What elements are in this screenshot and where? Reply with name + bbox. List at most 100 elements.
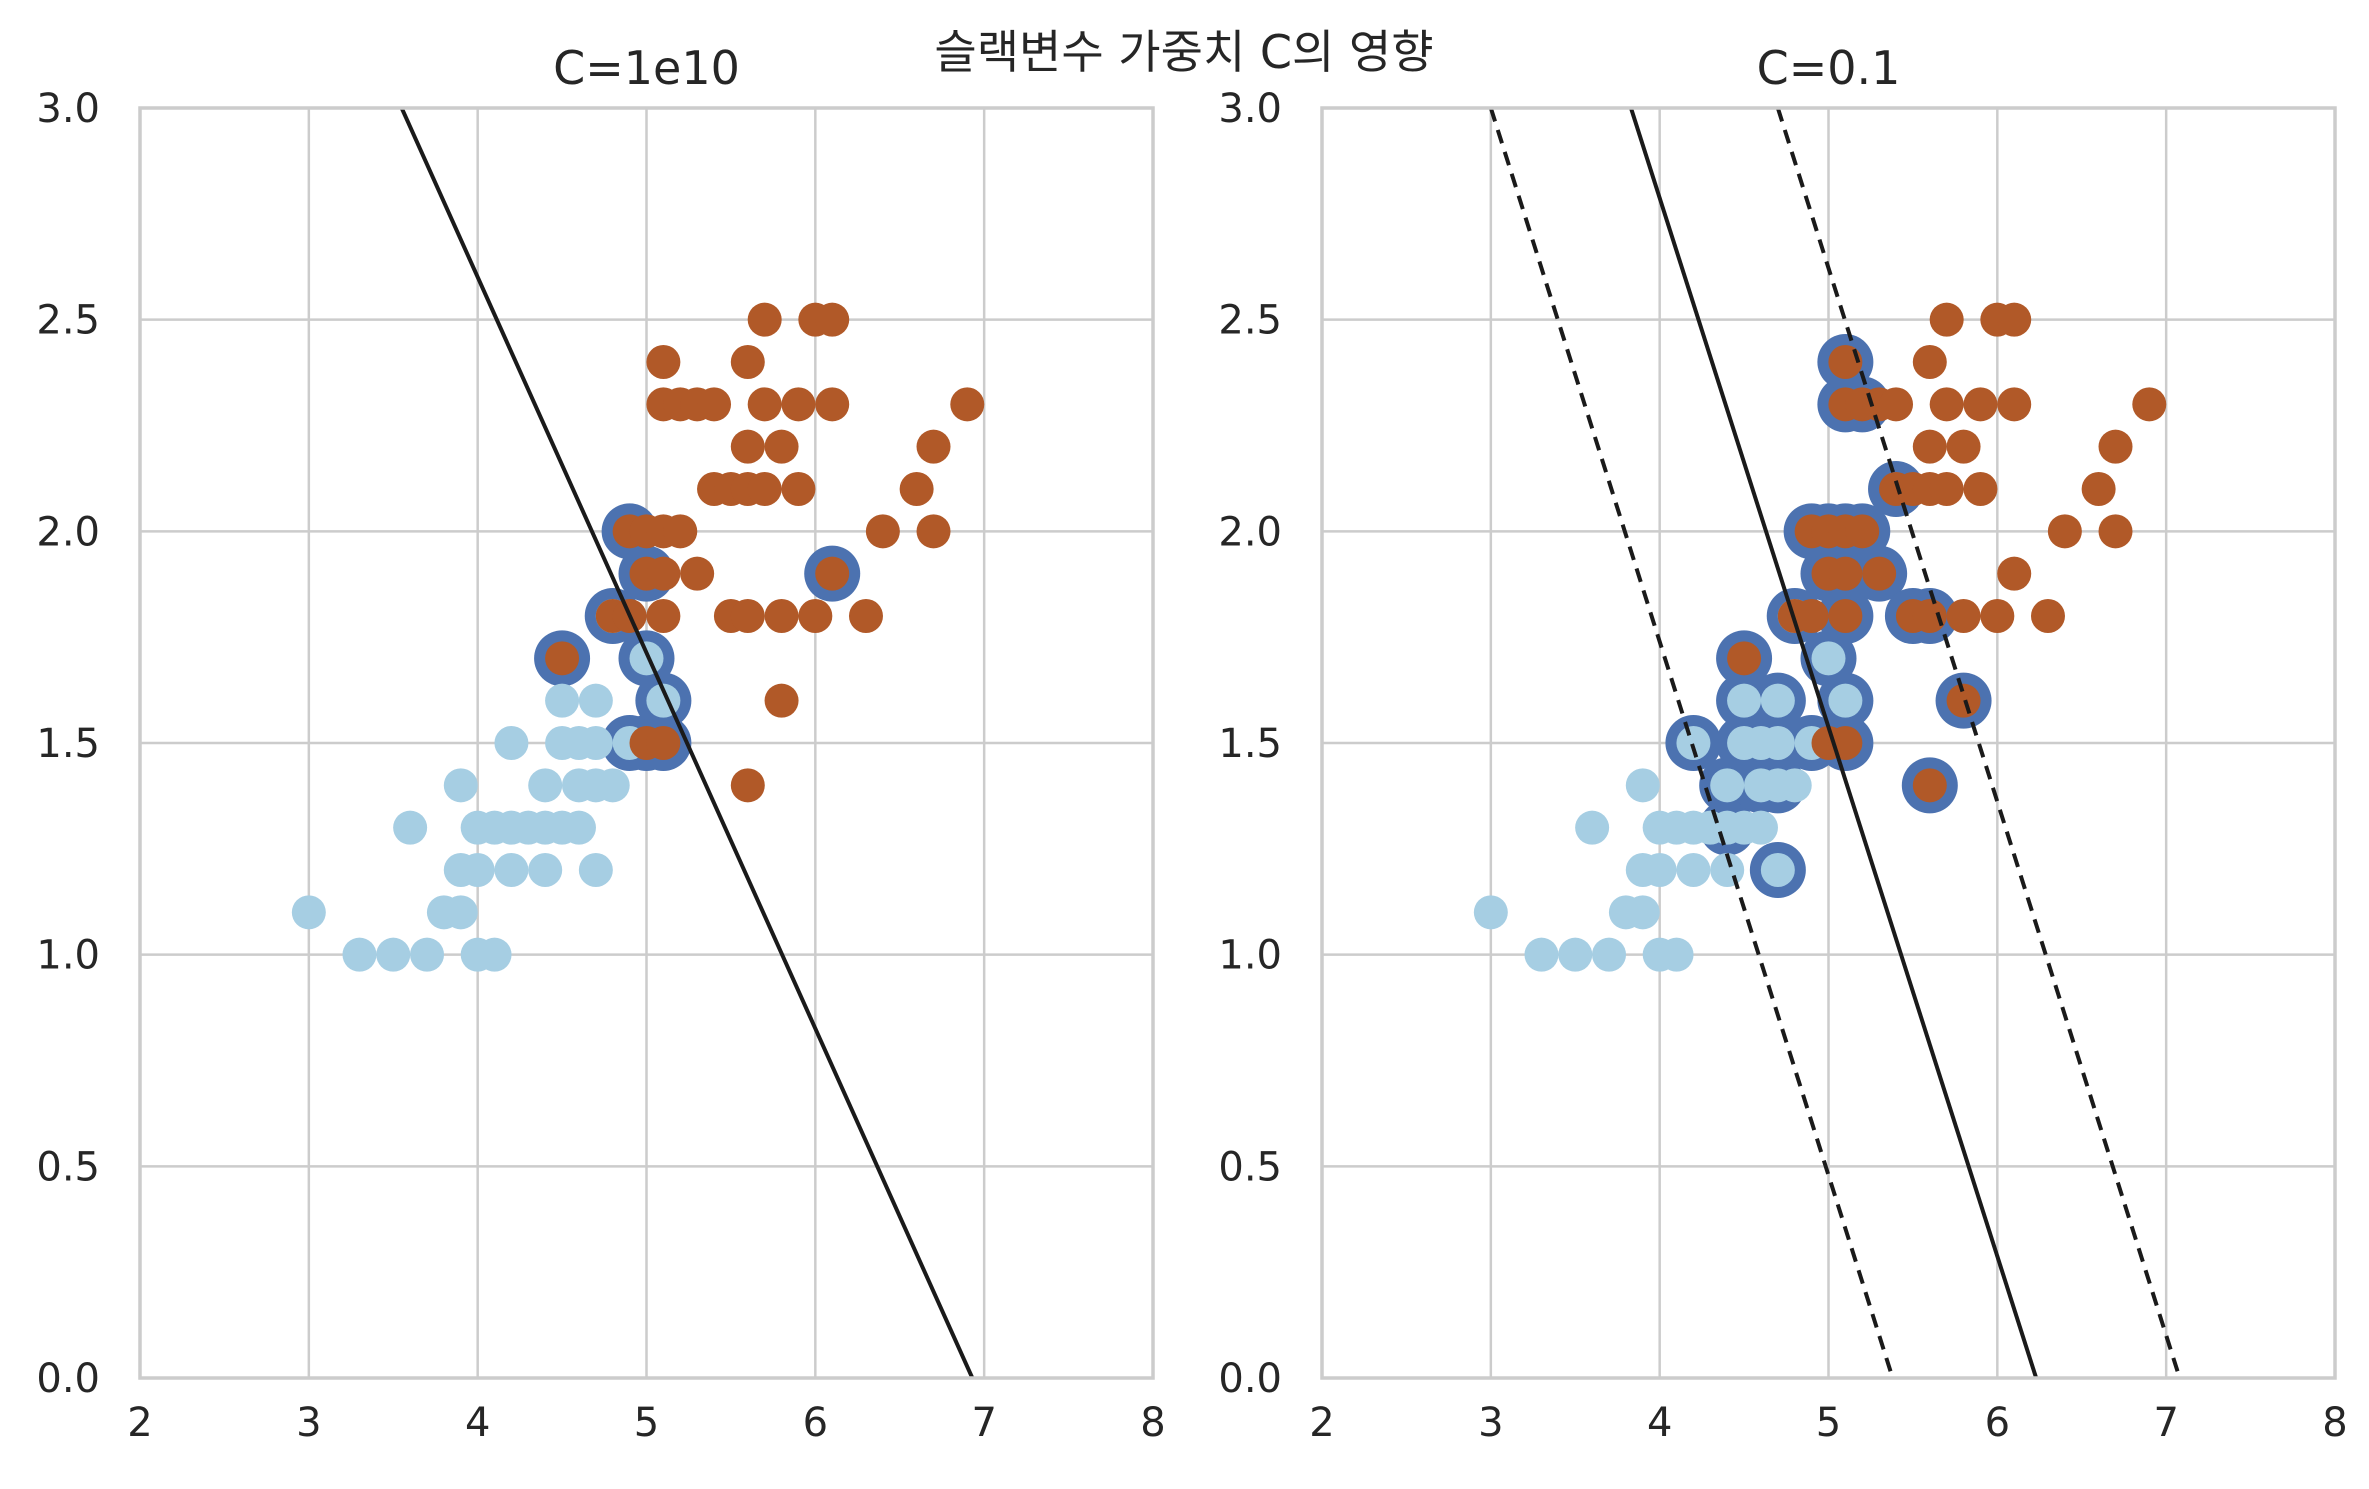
subplot-2: 2 3 4 5 6 7 8 0.0 0.5 1.0 1.5 2.0 2.5 3.0 C=0.1 bbox=[1218, 41, 2347, 1446]
data-point-class-0 bbox=[494, 853, 529, 887]
x-tick-label: 2 bbox=[127, 1400, 152, 1446]
data-point-class-1 bbox=[1946, 429, 1981, 464]
x-tick-label: 6 bbox=[1985, 1400, 2010, 1446]
data-point-class-1 bbox=[764, 429, 799, 464]
data-point-class-1 bbox=[815, 302, 850, 337]
data-point-class-0 bbox=[1524, 937, 1559, 972]
data-point-class-1 bbox=[2030, 599, 2065, 633]
data-point-class-0 bbox=[1676, 853, 1711, 887]
data-point-class-1 bbox=[2047, 514, 2082, 549]
data-point-class-0 bbox=[595, 768, 630, 803]
data-point-class-1 bbox=[1946, 599, 1981, 633]
data-point-class-0 bbox=[1727, 683, 1762, 718]
decision-boundary-line bbox=[399, 108, 975, 1378]
data-point-class-0 bbox=[1760, 726, 1795, 760]
data-point-class-1 bbox=[2098, 429, 2133, 464]
data-point-class-0 bbox=[342, 937, 377, 972]
y-tick-label: 1.5 bbox=[36, 721, 100, 767]
data-point-class-0 bbox=[1575, 810, 1610, 845]
margin-line bbox=[1775, 108, 2182, 1378]
x-tick-label: 4 bbox=[465, 1400, 490, 1446]
y-tick-label: 3.0 bbox=[1218, 86, 1282, 132]
data-point-class-1 bbox=[1845, 514, 1880, 549]
data-point-class-1 bbox=[1912, 768, 1947, 803]
data-point-class-0 bbox=[410, 937, 445, 972]
data-point-class-0 bbox=[578, 683, 613, 718]
axes-frame bbox=[138, 106, 1155, 1380]
y-tick-label: 1.0 bbox=[1218, 933, 1282, 979]
data-point-class-1 bbox=[1997, 302, 2032, 337]
data-point-class-1 bbox=[1963, 472, 1998, 506]
y-tick-label: 0.5 bbox=[1218, 1144, 1282, 1190]
axes-frame bbox=[1320, 106, 2337, 1380]
data-point-class-0 bbox=[291, 895, 326, 930]
data-point-class-0 bbox=[393, 810, 428, 845]
decision-boundary-line bbox=[1629, 108, 2039, 1378]
x-tick-label: 4 bbox=[1647, 1400, 1672, 1446]
data-point-class-0 bbox=[1710, 768, 1745, 803]
data-point-class-0 bbox=[545, 683, 580, 718]
subplot-title: C=0.1 bbox=[1757, 41, 1901, 95]
data-point-class-0 bbox=[1625, 768, 1660, 803]
data-point-class-1 bbox=[798, 599, 833, 633]
data-point-class-1 bbox=[730, 345, 765, 379]
data-point-class-1 bbox=[764, 683, 799, 718]
data-point-class-1 bbox=[730, 429, 765, 464]
data-point-class-0 bbox=[561, 810, 596, 845]
data-point-class-0 bbox=[1473, 895, 1508, 930]
y-tick-label: 0.5 bbox=[36, 1144, 100, 1190]
data-point-class-1 bbox=[1929, 472, 1964, 506]
data-point-class-1 bbox=[916, 514, 951, 549]
data-point-class-1 bbox=[680, 556, 715, 591]
x-tick-label: 3 bbox=[296, 1400, 321, 1446]
data-point-class-1 bbox=[1862, 556, 1897, 591]
plot-area bbox=[1473, 108, 2182, 1378]
data-point-class-1 bbox=[1929, 387, 1964, 422]
data-point-class-1 bbox=[646, 345, 681, 379]
x-tick-label: 2 bbox=[1309, 1400, 1334, 1446]
data-point-class-1 bbox=[1912, 599, 1947, 633]
data-point-class-0 bbox=[1743, 810, 1778, 845]
data-point-class-1 bbox=[747, 472, 782, 506]
data-point-class-0 bbox=[1828, 683, 1863, 718]
data-point-class-0 bbox=[528, 853, 563, 887]
y-tick-label: 2.5 bbox=[1218, 298, 1282, 344]
data-point-class-0 bbox=[578, 853, 613, 887]
y-tick-label: 1.0 bbox=[36, 933, 100, 979]
data-point-class-1 bbox=[697, 387, 732, 422]
data-point-class-0 bbox=[1592, 937, 1627, 972]
data-point-class-1 bbox=[848, 599, 883, 633]
x-tick-label: 7 bbox=[971, 1400, 996, 1446]
data-point-class-1 bbox=[646, 556, 681, 591]
data-point-class-1 bbox=[916, 429, 951, 464]
data-point-class-1 bbox=[950, 387, 985, 422]
data-point-class-1 bbox=[781, 472, 816, 506]
data-point-class-1 bbox=[815, 387, 850, 422]
data-point-class-0 bbox=[1777, 768, 1812, 803]
data-point-class-1 bbox=[1912, 345, 1947, 379]
data-point-class-1 bbox=[815, 556, 850, 591]
y-tick-label: 3.0 bbox=[36, 86, 100, 132]
data-point-class-1 bbox=[1879, 387, 1914, 422]
subplot-title: C=1e10 bbox=[553, 41, 740, 95]
data-point-class-0 bbox=[1642, 853, 1677, 887]
data-point-class-1 bbox=[1997, 387, 2032, 422]
y-tick-label: 2.0 bbox=[36, 509, 100, 555]
data-point-class-1 bbox=[730, 599, 765, 633]
data-point-class-1 bbox=[781, 387, 816, 422]
data-point-class-0 bbox=[528, 768, 563, 803]
data-point-class-1 bbox=[646, 726, 681, 760]
margin-line bbox=[1488, 108, 1895, 1378]
data-point-class-1 bbox=[2132, 387, 2167, 422]
data-point-class-1 bbox=[663, 514, 698, 549]
y-tick-label: 1.5 bbox=[1218, 721, 1282, 767]
x-tick-label: 8 bbox=[2322, 1400, 2347, 1446]
y-tick-label: 2.5 bbox=[36, 298, 100, 344]
plot-area bbox=[291, 108, 985, 1378]
data-point-class-1 bbox=[1912, 429, 1947, 464]
y-tick-label: 2.0 bbox=[1218, 509, 1282, 555]
data-point-class-1 bbox=[1963, 387, 1998, 422]
x-tick-label: 8 bbox=[1140, 1400, 1165, 1446]
